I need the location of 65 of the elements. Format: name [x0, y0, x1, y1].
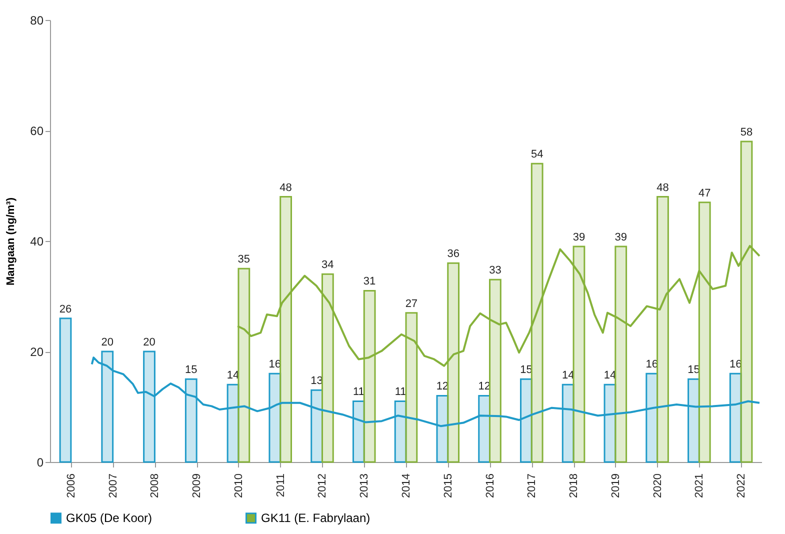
x-tick-label: 2011	[274, 474, 287, 498]
data-label: 20	[101, 336, 114, 348]
x-tick-label: 2012	[316, 474, 329, 498]
data-label: 48	[656, 182, 669, 194]
y-tick-label: 60	[30, 124, 44, 138]
data-label: 58	[740, 126, 753, 139]
bar	[489, 278, 502, 463]
x-tick-label: 2022	[736, 474, 748, 498]
data-label: 15	[185, 364, 198, 376]
bar	[530, 162, 544, 463]
data-label: 31	[363, 276, 376, 288]
bar	[280, 196, 292, 463]
bar	[238, 268, 250, 463]
bar	[184, 378, 198, 463]
y-tick-label: 0	[36, 456, 44, 470]
x-tick-label: 2018	[568, 474, 580, 498]
data-label: 27	[405, 298, 418, 310]
x-tick-label: 2006	[65, 474, 78, 498]
bar	[363, 290, 376, 463]
data-label: 34	[322, 259, 334, 272]
x-tick-label: 2010	[232, 474, 245, 498]
legend-label: GK11 (E. Fabrylaan)	[261, 511, 370, 526]
bar	[321, 273, 334, 463]
data-label: 47	[698, 187, 711, 200]
y-axis-title: Mangaan (ng/m³)	[5, 197, 18, 286]
x-tick-label: 2013	[358, 474, 371, 498]
data-label: 39	[572, 232, 586, 244]
bar	[572, 246, 586, 463]
bar	[614, 246, 628, 463]
legend-label: GK05 (De Koor)	[66, 511, 152, 526]
bar	[101, 350, 114, 463]
data-label: 54	[530, 148, 544, 161]
y-tick-label: 20	[30, 345, 44, 359]
x-tick-label: 2008	[149, 474, 162, 498]
data-label: 26	[59, 303, 72, 316]
x-tick-label: 2014	[400, 474, 412, 498]
x-tick-label: 2007	[107, 474, 120, 498]
x-tick-label: 2015	[442, 474, 454, 498]
bar	[740, 140, 753, 463]
data-label: 11	[352, 386, 364, 398]
data-label: 20	[143, 336, 156, 348]
data-label: 14	[226, 370, 240, 382]
x-tick-label: 2019	[610, 474, 622, 498]
data-label: 33	[489, 264, 502, 277]
data-label: 39	[614, 232, 627, 244]
x-tick-label: 2016	[484, 474, 496, 498]
y-tick-label: 80	[30, 14, 44, 28]
bar	[447, 262, 460, 463]
bar	[405, 312, 418, 463]
data-label: 14	[562, 370, 574, 382]
data-label: 11	[394, 386, 406, 398]
data-label: 35	[238, 254, 250, 266]
bar	[143, 350, 156, 463]
bar	[656, 196, 669, 463]
data-label: 36	[447, 248, 460, 260]
data-label: 48	[280, 182, 292, 194]
x-tick-label: 2020	[652, 474, 664, 498]
x-tick-label: 2021	[694, 474, 706, 498]
y-tick-label: 40	[30, 234, 44, 248]
bar	[59, 318, 72, 463]
x-tick-label: 2017	[526, 474, 538, 498]
x-tick-label: 2009	[191, 474, 204, 498]
bar	[698, 202, 711, 463]
line-series	[90, 356, 760, 428]
line-series	[236, 244, 760, 367]
